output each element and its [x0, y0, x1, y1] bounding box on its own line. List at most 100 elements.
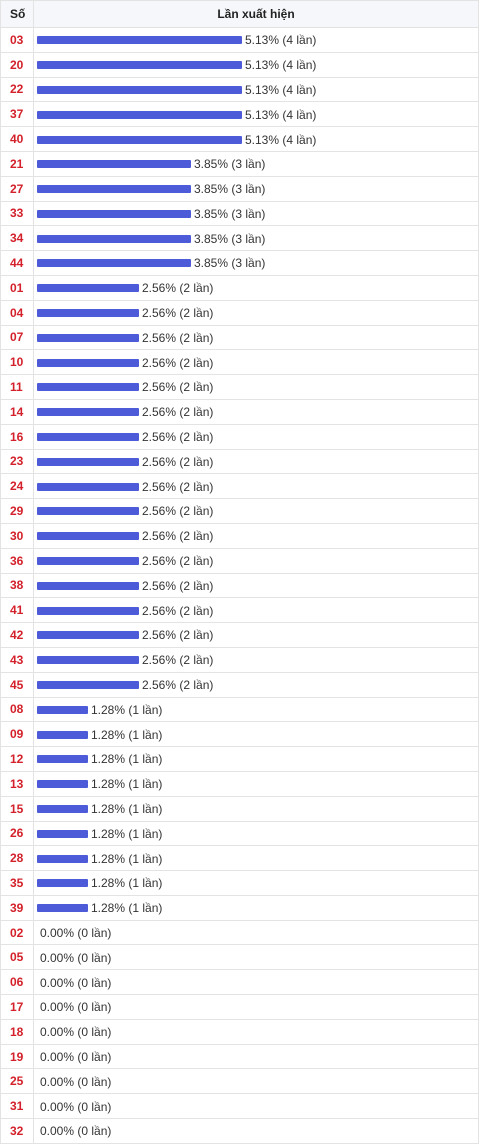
table-row: 31 0.00% (0 lần) [0, 1093, 479, 1120]
table-row: 19 0.00% (0 lần) [0, 1043, 479, 1070]
table-row: 34 3.85% (3 lần) [0, 225, 479, 252]
table-row: 13 1.28% (1 lần) [0, 770, 479, 797]
table-row: 37 5.13% (4 lần) [0, 101, 479, 128]
table-row: 21 3.85% (3 lần) [0, 150, 479, 177]
row-number: 11 [0, 374, 34, 400]
frequency-bar [37, 209, 191, 218]
frequency-label: 5.13% (4 lần) [245, 82, 317, 97]
frequency-bar [37, 557, 139, 566]
frequency-bar [37, 408, 139, 417]
table-row: 01 2.56% (2 lần) [0, 274, 479, 301]
bar-cell: 0.00% (0 lần) [33, 969, 479, 996]
row-number: 31 [0, 1093, 34, 1120]
table-row: 06 0.00% (0 lần) [0, 969, 479, 996]
frequency-bar [37, 309, 139, 318]
frequency-label: 1.28% (1 lần) [91, 802, 163, 817]
table-row: 23 2.56% (2 lần) [0, 448, 479, 475]
header-number: Số [0, 0, 34, 28]
frequency-label: 2.56% (2 lần) [142, 306, 214, 321]
row-number: 17 [0, 994, 34, 1020]
bar-cell: 3.85% (3 lần) [33, 250, 479, 276]
bar-cell: 0.00% (0 lần) [33, 1018, 479, 1045]
frequency-bar [37, 284, 139, 293]
frequency-bar [37, 185, 191, 194]
table-row: 30 2.56% (2 lần) [0, 522, 479, 549]
row-number: 28 [0, 845, 34, 872]
frequency-bar [37, 160, 191, 169]
bar-cell: 2.56% (2 lần) [33, 622, 479, 648]
bar-cell: 5.13% (4 lần) [33, 51, 479, 78]
row-number: 09 [0, 721, 34, 748]
bar-cell: 2.56% (2 lần) [33, 572, 479, 599]
row-number: 44 [0, 250, 34, 276]
row-number: 08 [0, 696, 34, 723]
bar-cell: 2.56% (2 lần) [33, 498, 479, 524]
frequency-label: 2.56% (2 lần) [142, 603, 214, 618]
row-number: 26 [0, 820, 34, 847]
row-number: 29 [0, 498, 34, 524]
frequency-bar [37, 705, 88, 714]
bar-cell: 5.13% (4 lần) [33, 27, 479, 53]
bar-cell: 0.00% (0 lần) [33, 1118, 479, 1144]
row-number: 04 [0, 299, 34, 326]
frequency-label: 2.56% (2 lần) [142, 653, 214, 668]
bar-cell: 5.13% (4 lần) [33, 126, 479, 152]
frequency-bar [37, 259, 191, 268]
row-number: 13 [0, 770, 34, 797]
table-row: 07 2.56% (2 lần) [0, 324, 479, 351]
bar-cell: 2.56% (2 lần) [33, 597, 479, 624]
frequency-bar [37, 805, 88, 814]
row-number: 35 [0, 870, 34, 896]
frequency-label: 0.00% (0 lần) [40, 950, 112, 965]
frequency-bar [37, 656, 139, 665]
bar-cell: 5.13% (4 lần) [33, 101, 479, 128]
frequency-bar [37, 780, 88, 789]
frequency-label: 2.56% (2 lần) [142, 529, 214, 544]
frequency-bar [37, 507, 139, 516]
row-number: 03 [0, 27, 34, 53]
frequency-label: 2.56% (2 lần) [142, 628, 214, 643]
frequency-label: 5.13% (4 lần) [245, 58, 317, 73]
bar-cell: 2.56% (2 lần) [33, 324, 479, 351]
row-number: 36 [0, 547, 34, 574]
frequency-label: 2.56% (2 lần) [142, 578, 214, 593]
frequency-label: 1.28% (1 lần) [91, 901, 163, 916]
table-row: 33 3.85% (3 lần) [0, 200, 479, 227]
bar-cell: 1.28% (1 lần) [33, 894, 479, 921]
table-row: 15 1.28% (1 lần) [0, 795, 479, 822]
row-number: 14 [0, 398, 34, 425]
bar-cell: 3.85% (3 lần) [33, 150, 479, 177]
table-row: 02 0.00% (0 lần) [0, 919, 479, 946]
bar-cell: 1.28% (1 lần) [33, 746, 479, 772]
bar-cell: 2.56% (2 lần) [33, 646, 479, 673]
row-number: 05 [0, 944, 34, 971]
row-number: 45 [0, 671, 34, 698]
table-row: 24 2.56% (2 lần) [0, 473, 479, 500]
bar-cell: 3.85% (3 lần) [33, 200, 479, 227]
frequency-bar [37, 234, 191, 243]
frequency-label: 1.28% (1 lần) [91, 727, 163, 742]
bar-cell: 0.00% (0 lần) [33, 1068, 479, 1095]
row-number: 18 [0, 1018, 34, 1045]
frequency-label: 0.00% (0 lần) [40, 1124, 112, 1139]
frequency-label: 5.13% (4 lần) [245, 132, 317, 147]
table-row: 18 0.00% (0 lần) [0, 1018, 479, 1045]
bar-cell: 2.56% (2 lần) [33, 448, 479, 475]
bar-cell: 2.56% (2 lần) [33, 423, 479, 450]
frequency-bar [37, 681, 139, 690]
bar-cell: 2.56% (2 lần) [33, 274, 479, 301]
frequency-label: 2.56% (2 lần) [142, 405, 214, 420]
frequency-label: 2.56% (2 lần) [142, 355, 214, 370]
table-row: 35 1.28% (1 lần) [0, 870, 479, 896]
row-number: 34 [0, 225, 34, 252]
frequency-label: 1.28% (1 lần) [91, 752, 163, 767]
row-number: 16 [0, 423, 34, 450]
frequency-label: 1.28% (1 lần) [91, 777, 163, 792]
frequency-label: 2.56% (2 lần) [142, 678, 214, 693]
frequency-label: 3.85% (3 lần) [194, 206, 266, 221]
bar-cell: 2.56% (2 lần) [33, 671, 479, 698]
frequency-label: 0.00% (0 lần) [40, 975, 112, 990]
frequency-label: 3.85% (3 lần) [194, 157, 266, 172]
table-row: 17 0.00% (0 lần) [0, 994, 479, 1020]
frequency-label: 1.28% (1 lần) [91, 851, 163, 866]
